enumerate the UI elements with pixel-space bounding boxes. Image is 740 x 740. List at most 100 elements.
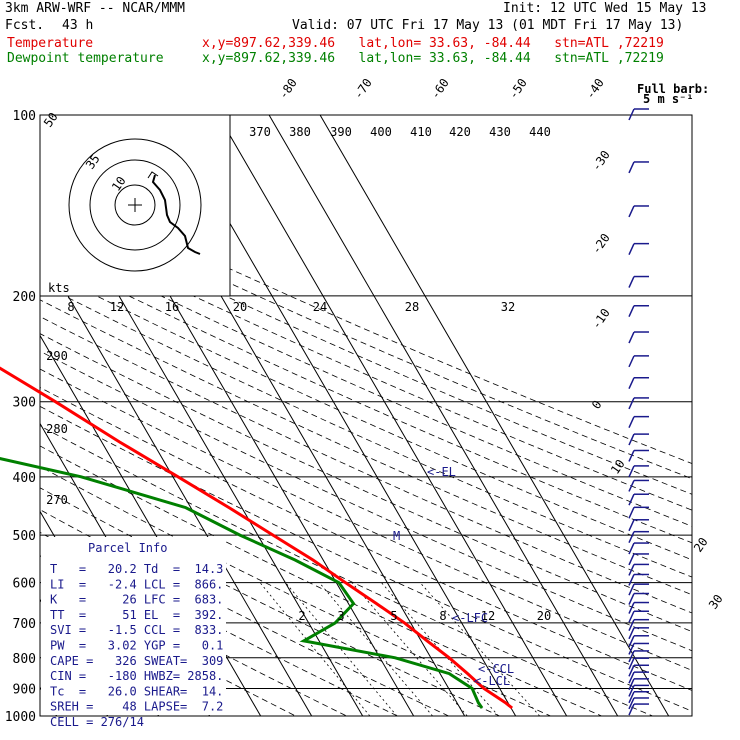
temp-tick-label: -60 [428,76,452,102]
wind-barb [628,205,635,218]
mixing-ratio-label: 5 [390,609,397,623]
barb-legend-units: 5 m s⁻¹ [643,92,694,106]
wind-barb [628,276,635,288]
wind-barbs [628,108,649,716]
dry-adiabat [40,192,692,480]
pressure-label: 800 [13,652,36,667]
hodograph-trace [147,171,159,179]
theta-label: 370 [249,125,271,139]
pressure-label: 200 [13,290,36,305]
dry-adiabat [40,466,552,716]
dry-adiabat [40,267,692,561]
temp-tick-label: -50 [506,76,530,102]
wind-barb [628,355,635,368]
fcst-label: Fcst. [5,18,45,33]
parcel-info-row: SREH = 48 LAPSE= 7.2 [50,700,223,714]
hodograph: kts 10 35 50 [39,110,231,297]
dry-adiabat [40,350,692,652]
temp-tick-label: -30 [589,148,613,174]
dry-adiabat [40,178,692,464]
isotherm-line [268,115,619,716]
wind-barb [628,480,635,492]
temp-tick-label: 30 [706,592,726,612]
hodograph-ring-label: 50 [41,110,61,130]
dry-adiabat [40,333,692,633]
parcel-info-row: LI = -2.4 LCL = 866. [50,577,223,591]
wind-barb [628,685,635,697]
mixing-ratio-line [351,582,468,716]
wind-barb [628,331,635,344]
wind-barb [628,671,635,684]
wind-barb [628,493,635,506]
temp-tick-label: -10 [589,306,613,332]
parcel-info-row: TT = 51 EL = 392. [50,608,223,622]
temp-tick-label: 20 [691,535,711,555]
barb-legend-title: Full barb: [637,82,709,96]
wind-barb [628,610,635,623]
dry-adiabat [40,405,692,712]
dry-adiabat [40,387,692,691]
theta-left-label: 280 [46,422,68,436]
valid-time: Valid: 07 UTC Fri 17 May 13 (01 MDT Fri … [292,18,684,33]
wind-barb [628,161,635,174]
wind-barb [628,657,635,670]
profile-curves [0,366,514,710]
isotherm-line [40,246,313,716]
wind-barb [628,697,635,710]
wind-barb [628,564,635,576]
isotherm-line [0,115,6,716]
hodograph-ring-label: 35 [83,152,103,172]
wind-barb [628,643,635,655]
wind-barb [628,627,635,640]
level-marker: <-CCL [478,662,514,676]
theta-left-label: 270 [46,493,68,507]
pressure-label: 300 [13,396,36,411]
pressure-label: 600 [13,577,36,592]
theta-label: 420 [449,125,471,139]
wind-barb [628,433,635,446]
dry-adiabat [40,251,692,544]
parcel-info-row: CELL = 276/14 [50,715,144,729]
wind-barb [628,243,635,255]
temp-tick-label: -40 [583,76,607,102]
wind-barb [628,703,635,716]
temp-tick-label: 10 [608,457,628,477]
theta-label: 390 [330,125,352,139]
parcel-info-box: Parcel Info T = 20.2 Td = 14.3LI = -2.4 L… [41,537,226,729]
wind-barb [628,593,635,605]
wind-barb [628,450,635,462]
theta-left-label: 290 [46,349,68,363]
level-marker: <-EL [427,465,456,479]
fcst-hours: 43 h [62,18,94,33]
mixing-ratio-label: 3 [337,609,344,623]
mixing-ratio-label: 32 [501,300,515,314]
mixing-ratio-label: 24 [313,300,327,314]
theta-label: 440 [529,125,551,139]
wind-barb [628,397,635,410]
pressure-label: 700 [13,617,36,632]
parcel-info-row: K = 26 LFC = 683. [50,593,223,607]
mixing-ratio-label: 20 [233,300,247,314]
level-marker: <-LCL [474,674,510,688]
dewpoint-location: x,y=897.62,339.46 lat,lon= 33.63, -84.44… [202,51,664,66]
wind-barb [628,574,635,586]
pressure-label: 900 [13,682,36,697]
temp-tick-label: -20 [589,231,613,257]
ring-35 [89,159,181,251]
temp-tick-label: -80 [276,76,300,102]
wind-barb [628,542,635,555]
wind-barb [628,108,635,121]
mixing-ratio-label: 12 [110,300,124,314]
dry-adiabat [40,509,450,716]
wind-barb [628,416,635,428]
parcel-info-row: Tc = 26.0 SHEAR= 14. [50,684,223,698]
mixing-ratio-label: 12 [481,609,495,623]
model-title: 3km ARW-WRF -- NCAR/MMM [5,1,186,16]
theta-label: 380 [289,125,311,139]
wind-barb [628,519,635,532]
mixing-ratio-label: 20 [537,609,551,623]
theta-label: 430 [489,125,511,139]
hodograph-trace [151,174,201,255]
mixing-ratio-line [259,582,371,716]
